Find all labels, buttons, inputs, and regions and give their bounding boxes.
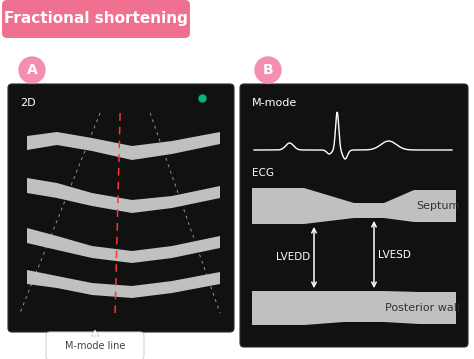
FancyBboxPatch shape [240, 84, 468, 347]
Polygon shape [27, 228, 220, 263]
Polygon shape [252, 291, 456, 325]
Text: Septum: Septum [417, 201, 460, 211]
Text: ECG: ECG [252, 168, 274, 178]
Polygon shape [27, 270, 220, 298]
FancyBboxPatch shape [46, 332, 144, 359]
Text: Posterior wall: Posterior wall [385, 303, 460, 313]
FancyBboxPatch shape [2, 0, 190, 38]
Circle shape [19, 57, 45, 83]
Text: M-mode line: M-mode line [65, 341, 125, 351]
Text: Fractional shortening: Fractional shortening [4, 11, 188, 27]
Text: LVEDD: LVEDD [276, 252, 310, 262]
Text: LVESD: LVESD [378, 250, 411, 260]
Circle shape [255, 57, 281, 83]
Polygon shape [27, 132, 220, 160]
Polygon shape [252, 188, 456, 224]
Polygon shape [27, 178, 220, 213]
Text: B: B [263, 63, 273, 77]
Polygon shape [91, 330, 99, 336]
Text: 2D: 2D [20, 98, 36, 108]
Text: A: A [27, 63, 37, 77]
FancyBboxPatch shape [8, 84, 234, 332]
Text: M-mode: M-mode [252, 98, 297, 108]
